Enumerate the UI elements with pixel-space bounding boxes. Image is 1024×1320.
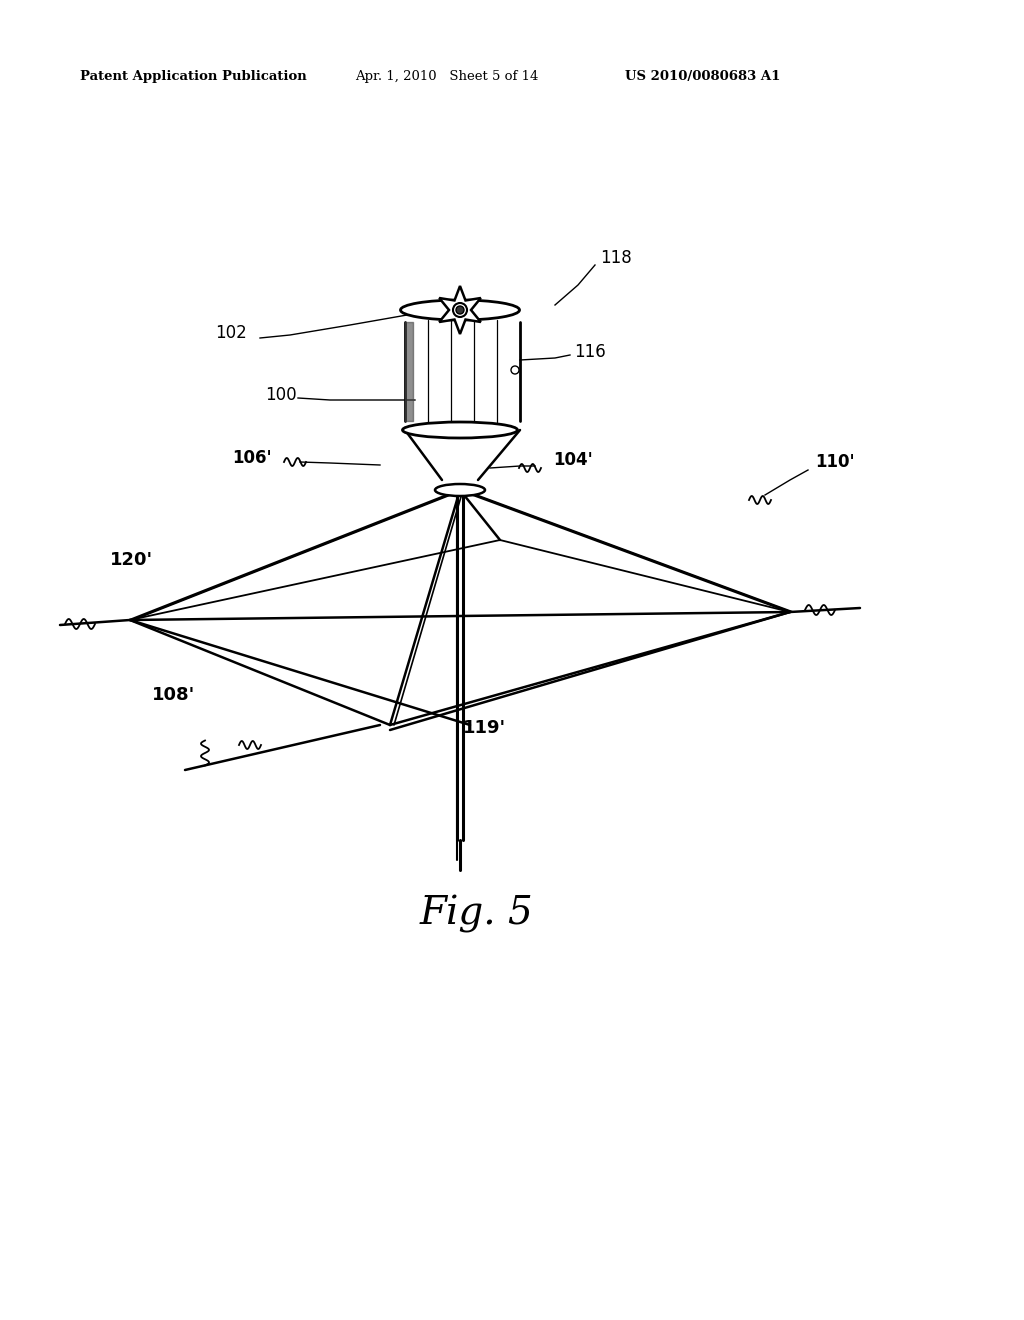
Text: 118: 118 xyxy=(600,249,632,267)
Text: 120': 120' xyxy=(110,550,154,569)
Text: Apr. 1, 2010   Sheet 5 of 14: Apr. 1, 2010 Sheet 5 of 14 xyxy=(355,70,539,83)
Ellipse shape xyxy=(435,484,485,496)
Text: 104': 104' xyxy=(553,451,593,469)
Text: Fig. 5: Fig. 5 xyxy=(420,895,534,933)
Text: US 2010/0080683 A1: US 2010/0080683 A1 xyxy=(625,70,780,83)
Text: 116: 116 xyxy=(574,343,606,360)
Circle shape xyxy=(453,304,467,317)
Text: 108': 108' xyxy=(152,686,196,704)
Text: 106': 106' xyxy=(232,449,271,467)
Polygon shape xyxy=(439,286,481,334)
Text: 119': 119' xyxy=(463,719,506,737)
Ellipse shape xyxy=(400,300,519,319)
Ellipse shape xyxy=(402,422,517,438)
Text: 100: 100 xyxy=(265,385,297,404)
Circle shape xyxy=(456,306,464,314)
Text: 110': 110' xyxy=(815,453,855,471)
Text: Patent Application Publication: Patent Application Publication xyxy=(80,70,307,83)
Text: 102: 102 xyxy=(215,323,247,342)
Circle shape xyxy=(511,366,519,374)
